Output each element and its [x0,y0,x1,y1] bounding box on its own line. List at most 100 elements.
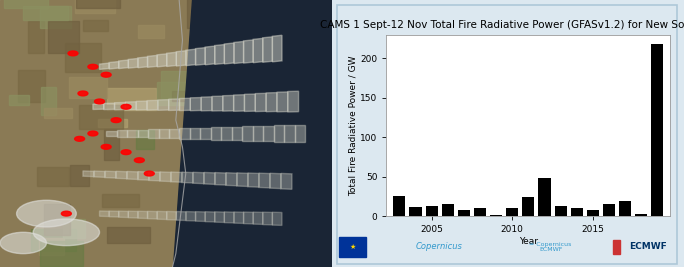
Polygon shape [94,171,105,177]
Polygon shape [222,127,232,140]
Bar [83,20,108,31]
Bar [619,201,631,216]
Polygon shape [196,48,205,65]
Ellipse shape [88,64,98,69]
Polygon shape [253,38,263,63]
Bar [39,238,64,255]
Polygon shape [104,103,114,110]
Polygon shape [212,96,223,111]
Polygon shape [285,125,295,142]
Bar [474,208,486,216]
Ellipse shape [62,211,71,216]
Bar [23,6,68,20]
Bar [490,215,502,216]
Polygon shape [147,100,158,110]
Polygon shape [176,51,186,66]
Text: ECMWF: ECMWF [629,242,667,252]
Bar [187,108,215,117]
Bar [181,174,209,201]
Polygon shape [232,127,242,140]
Polygon shape [190,128,200,139]
Ellipse shape [144,171,155,176]
Bar [410,207,421,216]
Polygon shape [186,49,196,66]
Bar [157,81,205,105]
Bar [506,207,518,216]
Bar [181,182,218,198]
Polygon shape [295,124,305,143]
Text: ★: ★ [350,244,356,250]
Polygon shape [158,100,169,110]
Polygon shape [137,130,148,137]
Polygon shape [125,102,136,110]
Bar [651,44,663,216]
Bar [196,176,234,202]
Polygon shape [274,125,285,142]
Bar [68,77,107,98]
Y-axis label: Total Fire Radiative Power / GW: Total Fire Radiative Power / GW [348,55,358,196]
Polygon shape [190,97,201,111]
Bar [28,21,44,53]
Polygon shape [186,211,196,221]
Polygon shape [117,131,127,136]
Polygon shape [100,63,109,69]
Bar [76,0,120,7]
Polygon shape [138,211,148,218]
Ellipse shape [101,72,111,77]
Polygon shape [179,98,190,111]
Polygon shape [205,46,215,65]
Bar [4,0,48,8]
Polygon shape [263,37,272,62]
Bar [635,214,647,216]
Polygon shape [234,95,244,111]
Bar [10,95,29,105]
Bar [192,184,223,200]
Polygon shape [105,171,116,178]
Polygon shape [253,126,263,141]
Bar [44,108,72,118]
Bar [36,167,69,186]
Bar [523,197,534,216]
Polygon shape [83,171,94,177]
Bar [555,206,567,216]
X-axis label: Year: Year [519,237,538,246]
Polygon shape [119,211,129,218]
Ellipse shape [111,118,121,123]
Bar [570,208,583,216]
Polygon shape [272,212,282,225]
Bar [65,43,101,72]
Polygon shape [277,92,288,112]
Polygon shape [167,211,176,220]
Bar [393,196,406,216]
Bar [79,104,123,129]
Bar [64,219,85,238]
Polygon shape [148,55,157,67]
Polygon shape [259,173,270,188]
Bar [98,119,127,127]
Bar [40,6,70,28]
Bar [538,178,551,216]
Polygon shape [223,95,234,111]
Bar [48,21,79,53]
Polygon shape [200,128,211,139]
Ellipse shape [121,150,131,155]
Ellipse shape [0,232,47,254]
Polygon shape [114,103,125,110]
Polygon shape [109,211,119,217]
Ellipse shape [88,131,98,136]
Polygon shape [226,173,237,186]
Bar [458,210,470,216]
Bar [442,205,453,216]
Ellipse shape [78,91,88,96]
Polygon shape [138,57,148,68]
Ellipse shape [101,144,111,149]
Polygon shape [288,91,298,112]
Bar [105,129,120,160]
Text: ≈ Copernicus
ECMWF: ≈ Copernicus ECMWF [529,242,572,252]
Polygon shape [136,101,147,110]
Polygon shape [204,172,215,184]
Polygon shape [270,173,281,189]
Polygon shape [266,93,277,112]
Bar [40,241,83,265]
Polygon shape [244,40,253,63]
